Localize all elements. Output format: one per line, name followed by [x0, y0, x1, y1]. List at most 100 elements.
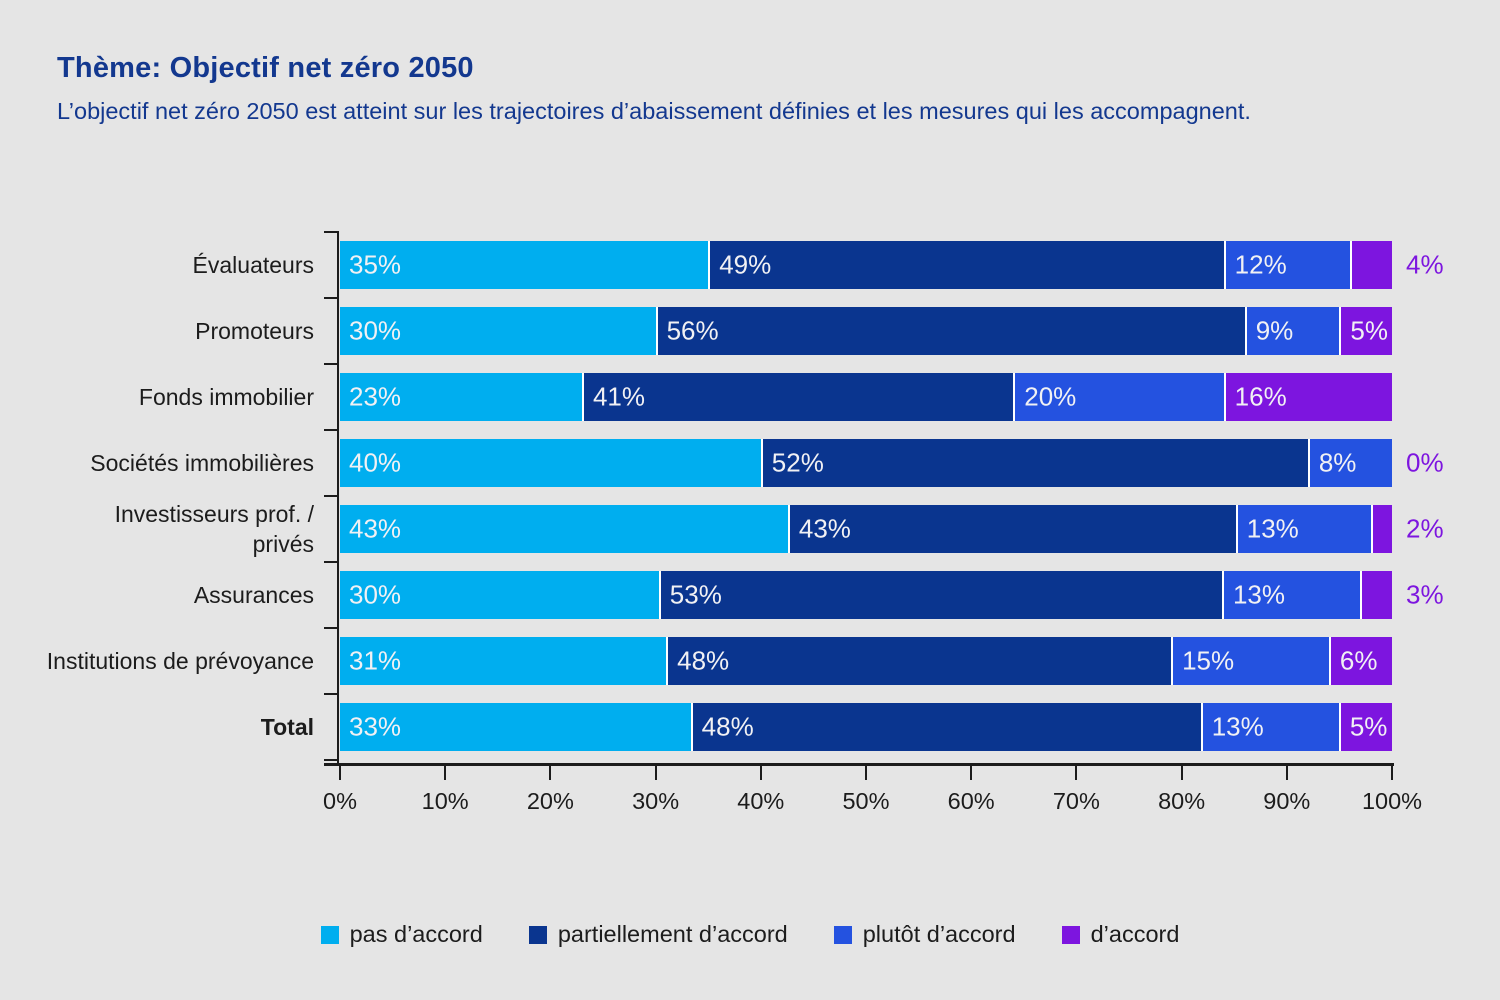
category-label: Sociétés immobilières [90, 450, 314, 476]
segment-value-label: 56% [666, 315, 719, 346]
x-axis-tick [1285, 766, 1288, 780]
y-axis-tick [324, 693, 338, 695]
bar-row: Évaluateurs 35% 49% 12% 4% [0, 232, 1500, 298]
segment-value-label: 31% [349, 645, 402, 676]
segment-plutot-daccord: 15% [1171, 637, 1329, 685]
x-axis-tick [759, 766, 762, 780]
segment-value-label: 52% [771, 447, 824, 478]
legend-swatch-plutot-daccord [833, 925, 852, 944]
legend-item: d’accord [1061, 921, 1180, 948]
segment-daccord [1360, 571, 1392, 619]
segment-daccord: 5% [1338, 703, 1392, 751]
segment-value-label: 30% [349, 315, 402, 346]
segment-plutot-daccord: 13% [1235, 505, 1372, 553]
segment-partiellement-daccord: 48% [690, 703, 1201, 751]
outside-value-label: 4% [1406, 249, 1444, 280]
y-axis-tick [324, 363, 338, 365]
segment-value-label: 48% [677, 645, 730, 676]
segment-daccord [1349, 241, 1392, 289]
stacked-bar: 23% 41% 20% 16% [340, 373, 1392, 421]
segment-plutot-daccord: 8% [1307, 439, 1392, 487]
segment-value-label: 13% [1211, 711, 1264, 742]
segment-value-label: 6% [1339, 645, 1378, 676]
outside-value-label: 3% [1406, 579, 1444, 610]
category-label: Institutions de prévoyance [46, 648, 314, 674]
segment-value-label: 5% [1349, 711, 1388, 742]
x-axis-tick-label: 0% [323, 788, 357, 814]
legend-label: partiellement d’accord [557, 921, 788, 947]
stacked-bar: 35% 49% 12% 4% [340, 241, 1444, 289]
bar-row: Sociétés immobilières 40% 52% 8% 0% [0, 430, 1500, 496]
x-axis-tick-label: 40% [737, 788, 785, 814]
y-axis-tick [324, 627, 338, 629]
x-axis-tick-label: 20% [526, 788, 574, 814]
y-axis-tick [324, 759, 338, 761]
segment-partiellement-daccord: 56% [655, 307, 1245, 355]
segment-partiellement-daccord: 41% [581, 373, 1014, 421]
y-axis-tick [324, 297, 338, 299]
segment-partiellement-daccord: 49% [708, 241, 1224, 289]
stacked-bar: 33% 48% 13% 5% [340, 703, 1392, 751]
chart-subtitle: L’objectif net zéro 2050 est atteint sur… [57, 98, 1251, 124]
y-axis-tick [324, 561, 338, 563]
x-axis-tick [1391, 766, 1393, 780]
stacked-bar: 30% 56% 9% 5% [340, 307, 1392, 355]
segment-value-label: 13% [1246, 513, 1299, 544]
segment-plutot-daccord: 9% [1244, 307, 1340, 355]
category-label: Évaluateurs [192, 252, 314, 278]
category-label: Total [260, 714, 314, 740]
segment-plutot-daccord: 13% [1200, 703, 1339, 751]
segment-value-label: 12% [1234, 249, 1287, 280]
segment-value-label: 43% [798, 513, 851, 544]
segment-partiellement-daccord: 52% [760, 439, 1308, 487]
x-axis-tick-label: 50% [842, 788, 890, 814]
legend-label: pas d’accord [349, 921, 483, 947]
legend: pas d’accord partiellement d’accord plutôt… [0, 921, 1500, 948]
legend-swatch-pas-daccord [320, 925, 339, 944]
segment-value-label: 23% [349, 381, 402, 412]
segment-pas-daccord: 33% [340, 703, 691, 751]
segment-value-label: 30% [349, 579, 402, 610]
x-axis-tick [1180, 766, 1183, 780]
bar-row: Promoteurs 30% 56% 9% 5% [0, 298, 1500, 364]
bar-row: Institutions de prévoyance 31% 48% 15% 6% [0, 628, 1500, 694]
stacked-bar: 31% 48% 15% 6% [340, 637, 1392, 685]
segment-pas-daccord: 35% [340, 241, 709, 289]
segment-pas-daccord: 30% [340, 307, 656, 355]
legend-label: plutôt d’accord [862, 921, 1016, 947]
x-axis-tick-label: 90% [1263, 788, 1311, 814]
x-axis-tick-label: 100% [1361, 788, 1423, 814]
y-axis-tick [324, 429, 338, 431]
stacked-bar-chart: Évaluateurs 35% 49% 12% 4% Promoteurs 30% 56% 9%… [0, 232, 1500, 760]
outside-value-label: 2% [1406, 513, 1444, 544]
x-axis-tick-label: 70% [1052, 788, 1100, 814]
bar-row: Investisseurs prof. / privés 43% 43% 13% 2% [0, 496, 1500, 562]
outside-value-label: 0% [1406, 447, 1444, 478]
x-axis-tick [970, 766, 973, 780]
segment-value-label: 33% [349, 711, 402, 742]
segment-plutot-daccord: 20% [1013, 373, 1224, 421]
segment-daccord: 16% [1223, 373, 1392, 421]
segment-daccord: 6% [1328, 637, 1392, 685]
bar-row: Total 33% 48% 13% 5% [0, 694, 1500, 760]
legend-swatch-partiellement-daccord [528, 925, 547, 944]
segment-value-label: 5% [1350, 315, 1388, 346]
y-axis-tick [324, 495, 338, 497]
legend-swatch-daccord [1061, 925, 1080, 944]
segment-pas-daccord: 31% [340, 637, 667, 685]
segment-pas-daccord: 23% [340, 373, 582, 421]
category-label: Assurances [193, 582, 314, 608]
y-axis-tick [324, 231, 338, 233]
bar-row: Fonds immobilier 23% 41% 20% 16% [0, 364, 1500, 430]
x-axis-tick [865, 766, 867, 780]
segment-value-label: 35% [349, 249, 402, 280]
segment-value-label: 16% [1234, 381, 1287, 412]
legend-label: d’accord [1090, 921, 1180, 947]
stacked-bar: 40% 52% 8% 0% [340, 439, 1444, 487]
x-axis-line [324, 763, 1394, 766]
segment-value-label: 9% [1255, 315, 1294, 346]
legend-item: plutôt d’accord [833, 921, 1016, 948]
segment-value-label: 53% [669, 579, 722, 610]
segment-pas-daccord: 30% [340, 571, 659, 619]
